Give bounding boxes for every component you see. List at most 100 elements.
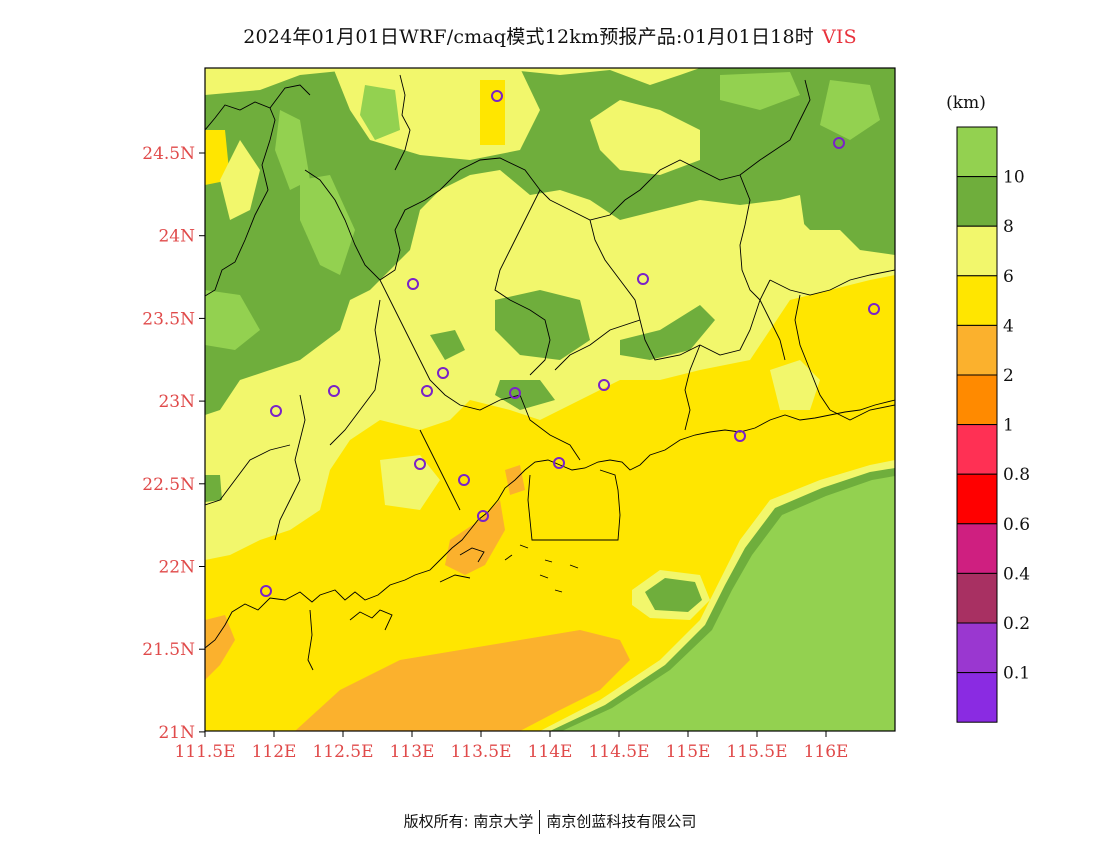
variable-label: VIS (821, 26, 857, 48)
colorbar-label: 4 (1003, 316, 1014, 336)
lon-label: 113E (390, 742, 435, 762)
lat-ticks (199, 152, 205, 733)
colorbar-box (956, 374, 998, 426)
vis-10-area (205, 290, 260, 350)
colorbar-box (956, 473, 998, 525)
colorbar-box (956, 672, 998, 723)
station-marker (414, 458, 426, 470)
vis-10-area (300, 175, 355, 275)
lon-ticks (204, 731, 827, 737)
lon-label: 112.5E (312, 742, 373, 762)
copyright-right: 南京创蓝科技有限公司 (546, 812, 697, 831)
lat-label: 23.5N (142, 309, 195, 329)
lat-label: 22.5N (142, 475, 195, 495)
colorbar-label: 0.8 (1003, 465, 1030, 485)
vis-8-10-patch (495, 380, 555, 410)
lat-label: 21N (158, 723, 195, 743)
lat-label: 24N (158, 227, 195, 247)
colorbar-label: 0.1 (1003, 664, 1030, 684)
colorbar-box (956, 324, 998, 376)
colorbar-label: 0.6 (1003, 515, 1030, 535)
footer-divider (539, 810, 541, 834)
station-marker (553, 457, 565, 469)
station-marker (491, 90, 503, 102)
station-marker (734, 430, 746, 442)
vis-6-8-patch (590, 100, 700, 175)
vis-6-8-patch (380, 455, 440, 510)
vis-10-area (360, 85, 400, 140)
colorbar-boxes (956, 126, 998, 723)
colorbar-box (956, 225, 998, 277)
colorbar-label: 8 (1003, 217, 1014, 237)
station-marker (421, 385, 433, 397)
vis-2-4-area (295, 630, 630, 731)
map-fill (205, 68, 895, 731)
lon-label: 114.5E (588, 742, 649, 762)
vis-8-10-area-north (205, 68, 895, 415)
colorbar-box (956, 424, 998, 475)
vis-4-6-spot (480, 80, 505, 145)
station-marker (437, 367, 449, 379)
legend-unit: (km) (946, 93, 986, 113)
lon-label: 113.5E (450, 742, 511, 762)
vis-2-4-area (205, 615, 235, 680)
vis-8-10-patch (205, 475, 222, 502)
station-marker (260, 585, 272, 597)
map-title: 2024年01月01日WRF/cmaq模式12km预报产品:01月01日18时 V… (0, 22, 1100, 49)
colorbar-label: 1 (1003, 416, 1014, 436)
lat-label: 22N (158, 558, 195, 578)
vis-10-area (720, 72, 800, 110)
colorbar-box (956, 622, 998, 674)
monitoring-stations (260, 90, 880, 597)
vis-6-8-patch (220, 140, 260, 220)
copyright-left: 版权所有: 南京大学 (403, 812, 534, 831)
station-marker (598, 379, 610, 391)
lat-label: 21.5N (142, 640, 195, 660)
coastline (205, 399, 895, 671)
colorbar-box (956, 176, 998, 227)
vis-10-area (820, 80, 880, 140)
colorbar-label: 0.4 (1003, 564, 1030, 584)
colorbar-box (956, 126, 998, 178)
admin-boundaries (205, 74, 895, 541)
vis-8-10-patch (430, 330, 465, 360)
lon-axis-labels: 111.5E 112E 112.5E 113E 113.5E 114E 114.5E 115E… (174, 742, 848, 762)
station-marker (637, 273, 649, 285)
title-text: 2024年01月01日WRF/cmaq模式12km预报产品:01月01日18时 (243, 26, 814, 48)
colorbar-box (956, 275, 998, 326)
station-marker (868, 303, 880, 315)
colorbar-label: 10 (1003, 168, 1025, 188)
station-marker (833, 137, 845, 149)
vis-4-6-spot (205, 130, 230, 185)
lat-label: 24.5N (142, 144, 195, 164)
vis-8-10-patch (495, 290, 590, 360)
colorbar-box (956, 572, 998, 624)
vis-10-area (275, 110, 310, 190)
vis-10-sea-area (562, 476, 895, 731)
lat-axis-labels: 24.5N 24N 23.5N 23N 22.5N 22N 21.5N 21N (142, 144, 195, 743)
station-marker (509, 387, 521, 399)
colorbar-label: 0.2 (1003, 614, 1030, 634)
lon-label: 116E (804, 742, 849, 762)
copyright-footer: 版权所有: 南京大学 南京创蓝科技有限公司 (0, 810, 1100, 834)
lon-label: 115.5E (726, 742, 787, 762)
station-marker (458, 474, 470, 486)
vis-8-10-patch (620, 305, 715, 360)
colorbar-box (956, 523, 998, 574)
lon-label: 115E (666, 742, 711, 762)
vis-6-8-patch (770, 360, 820, 410)
vis-8-10-island (645, 578, 702, 612)
lon-label: 114E (528, 742, 573, 762)
lat-label: 23N (158, 392, 195, 412)
colorbar-label: 2 (1003, 366, 1014, 386)
lon-label: 112E (252, 742, 297, 762)
lon-label: 111.5E (174, 742, 235, 762)
station-marker (270, 405, 282, 417)
vis-2-4-area (445, 500, 505, 575)
vis-6-8-patch (775, 195, 805, 245)
colorbar-labels: 10 8 6 4 2 1 0.8 0.6 0.4 0.2 0.1 (1003, 168, 1030, 684)
station-marker (477, 510, 489, 522)
station-marker (328, 385, 340, 397)
